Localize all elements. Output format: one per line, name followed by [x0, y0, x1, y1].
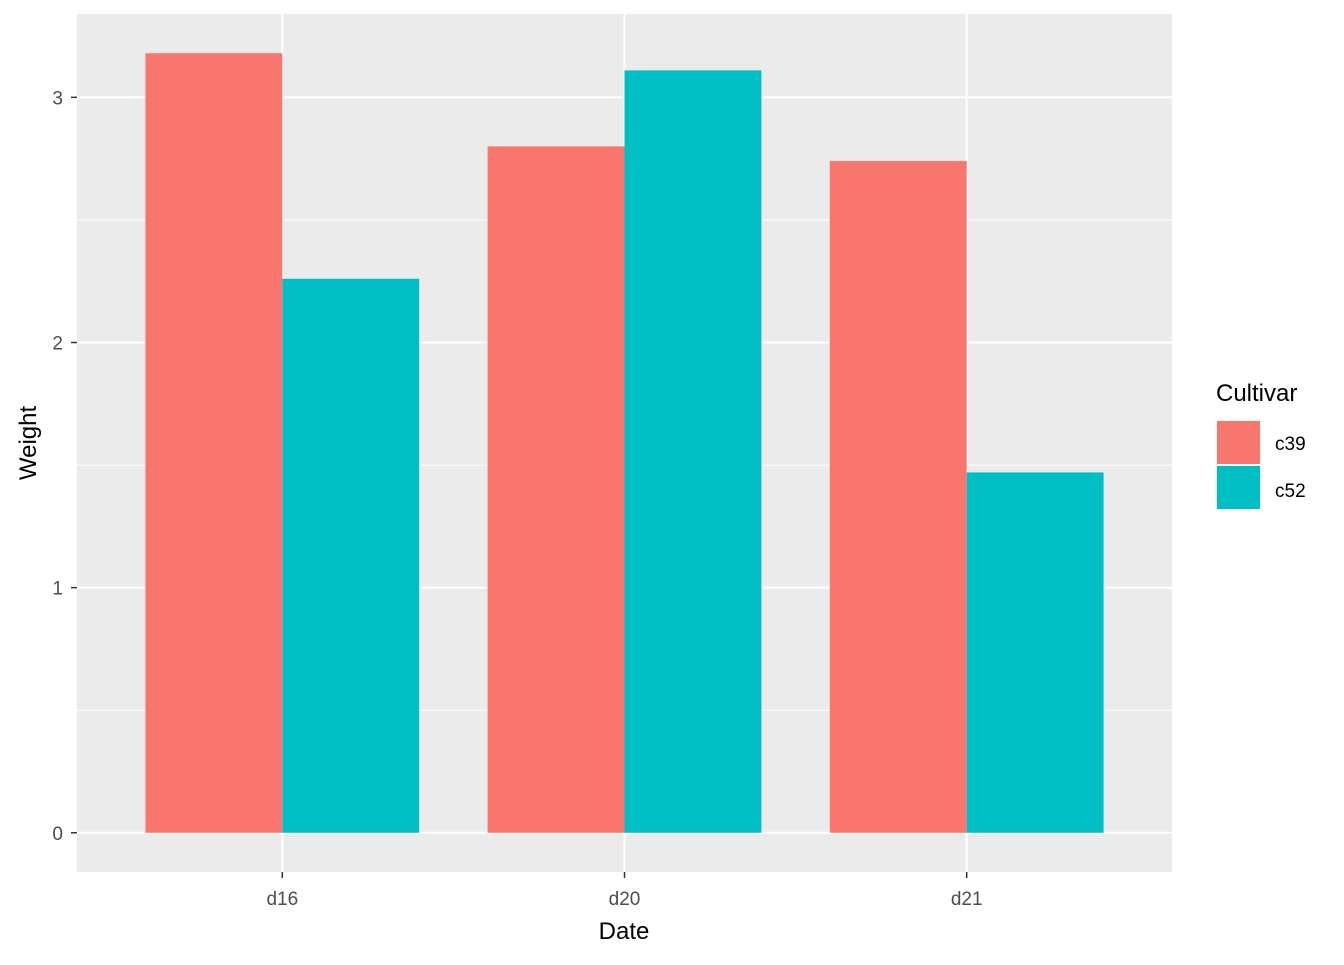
y-tick-label: 3 — [52, 88, 63, 109]
y-tick-label: 0 — [52, 824, 63, 845]
legend-label-c39: c39 — [1275, 434, 1306, 455]
legend-label-c52: c52 — [1275, 481, 1306, 502]
bar-d21-c52 — [966, 472, 1104, 833]
x-tick-label: d21 — [951, 889, 983, 910]
y-tick-label: 2 — [52, 333, 63, 354]
x-axis: d16 d20 d21 — [266, 872, 983, 910]
legend-title: Cultivar — [1216, 380, 1297, 407]
legend: Cultivar c39 c52 — [1215, 380, 1306, 511]
bars-group — [145, 53, 1104, 833]
x-tick-label: d16 — [266, 889, 298, 910]
y-axis: 0 1 2 3 — [52, 88, 77, 845]
x-axis-title: Date — [599, 918, 650, 945]
legend-key-c39 — [1215, 419, 1262, 466]
bar-d16-c52 — [282, 278, 420, 833]
bar-d20-c52 — [624, 70, 762, 833]
bar-d21-c39 — [829, 161, 967, 833]
y-tick-label: 1 — [52, 579, 63, 600]
bar-d16-c39 — [145, 53, 283, 833]
bar-d20-c39 — [487, 146, 625, 833]
y-axis-title: Weight — [15, 406, 42, 481]
x-tick-label: d20 — [609, 889, 641, 910]
legend-key-c52 — [1215, 464, 1262, 511]
